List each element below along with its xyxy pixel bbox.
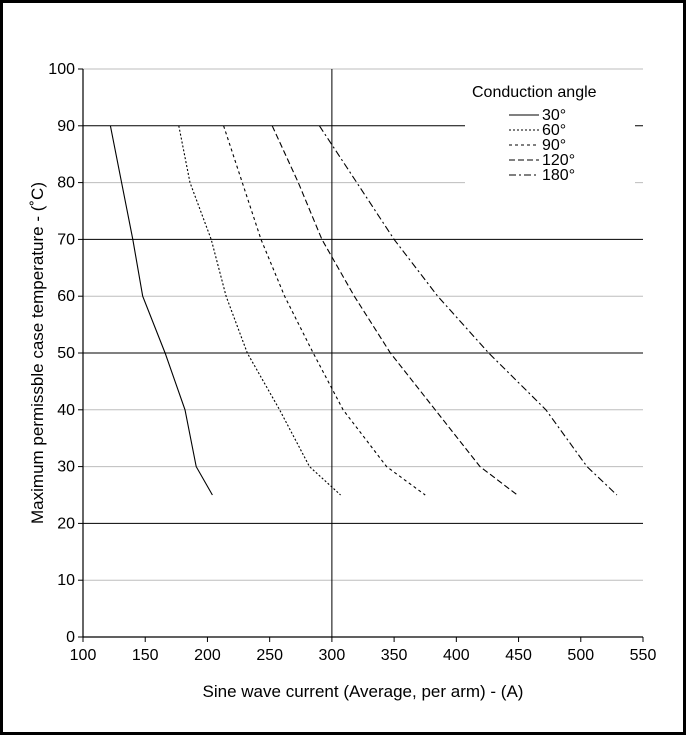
- y-tick-label: 60: [57, 288, 75, 305]
- legend-entry-label: 90°: [542, 137, 566, 154]
- x-tick-label: 300: [319, 647, 346, 664]
- legend-entry-label: 120°: [542, 152, 575, 169]
- x-tick-label: 100: [70, 647, 97, 664]
- series-line-120deg: [271, 125, 518, 496]
- series-line-90deg: [223, 125, 426, 496]
- x-tick-label: 350: [381, 647, 408, 664]
- y-tick-label: 50: [57, 345, 75, 362]
- chart-svg: 0 10 20 30 40 50 60 70 80 90 100 100 150 200 250 300 350…: [28, 61, 656, 701]
- x-tick-label: 450: [505, 647, 532, 664]
- x-tick-label: 400: [443, 647, 470, 664]
- legend-background: [465, 75, 635, 200]
- series-line-60deg: [178, 125, 341, 496]
- series-line-180deg: [318, 125, 618, 496]
- legend-entry-label: 60°: [542, 122, 566, 139]
- y-tick-label: 20: [57, 515, 75, 532]
- y-tick-label: 80: [57, 175, 75, 192]
- series-layer: [109, 125, 618, 496]
- y-tick-label: 90: [57, 118, 75, 135]
- legend-entry-label: 180°: [542, 167, 575, 184]
- y-axis-title: Maximum permissble case temperature - (˚…: [28, 182, 47, 524]
- legend: Conduction angle 30°60°90°120°180°: [465, 75, 635, 200]
- x-tick-label: 200: [194, 647, 221, 664]
- x-tick-label: 150: [132, 647, 159, 664]
- legend-title: Conduction angle: [472, 84, 597, 101]
- x-tick-label: 550: [630, 647, 657, 664]
- y-tick-label: 0: [66, 629, 75, 646]
- series-line-30deg: [109, 125, 213, 496]
- x-axis-title: Sine wave current (Average, per arm) - (…: [203, 682, 524, 701]
- y-tick-label: 70: [57, 231, 75, 248]
- y-tick-label: 40: [57, 402, 75, 419]
- x-tick-label: 500: [567, 647, 594, 664]
- y-tick-label: 10: [57, 572, 75, 589]
- axes-layer: 0 10 20 30 40 50 60 70 80 90 100 100 150 200 250 300 350…: [48, 61, 656, 664]
- x-tick-label: 250: [256, 647, 283, 664]
- y-tick-label: 100: [48, 61, 75, 78]
- legend-entry-label: 30°: [542, 107, 566, 124]
- y-tick-label: 30: [57, 459, 75, 476]
